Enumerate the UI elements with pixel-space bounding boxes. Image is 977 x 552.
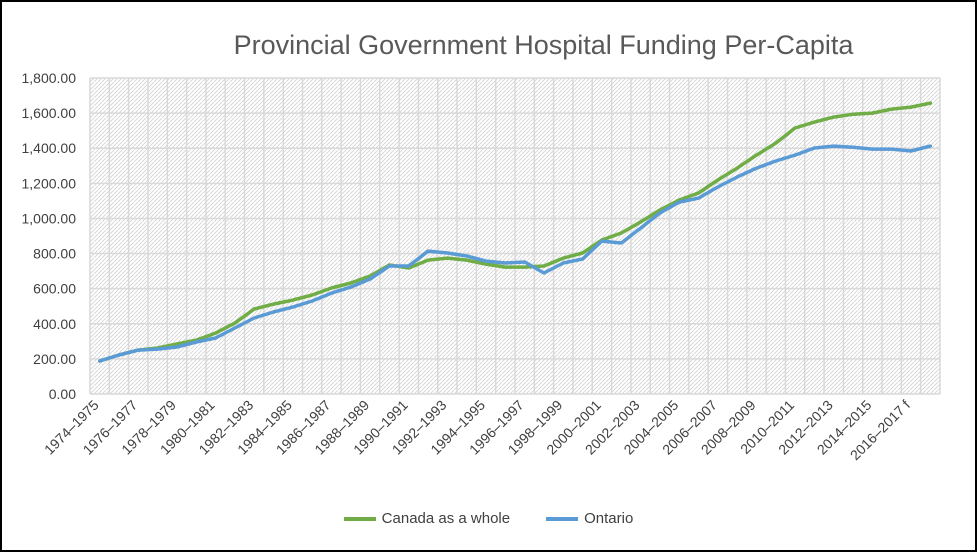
y-tick-label: 200.00: [33, 351, 76, 367]
chart-title: Provincial Government Hospital Funding P…: [233, 30, 854, 60]
y-tick-label: 1,200.00: [22, 175, 77, 191]
legend-label-ontario: Ontario: [584, 510, 634, 527]
y-tick-label: 800.00: [33, 246, 76, 262]
y-tick-label: 1,000.00: [22, 210, 77, 226]
legend-swatch-canada: [343, 516, 376, 521]
legend: Canada as a whole Ontario: [2, 510, 975, 527]
series-line-ontario: [97, 144, 933, 363]
y-tick-label: 400.00: [33, 316, 76, 332]
series-line-canada: [97, 101, 933, 363]
legend-label-canada: Canada as a whole: [381, 510, 511, 527]
y-tick-label: 1,400.00: [22, 140, 77, 156]
y-tick-label: 1,600.00: [22, 105, 77, 121]
legend-item-canada: Canada as a whole: [343, 510, 511, 527]
y-tick-label: 0.00: [49, 386, 76, 402]
y-tick-label: 600.00: [33, 281, 76, 297]
legend-swatch-ontario: [546, 516, 579, 521]
y-tick-label: 1,800.00: [22, 70, 77, 86]
legend-item-ontario: Ontario: [546, 510, 633, 527]
